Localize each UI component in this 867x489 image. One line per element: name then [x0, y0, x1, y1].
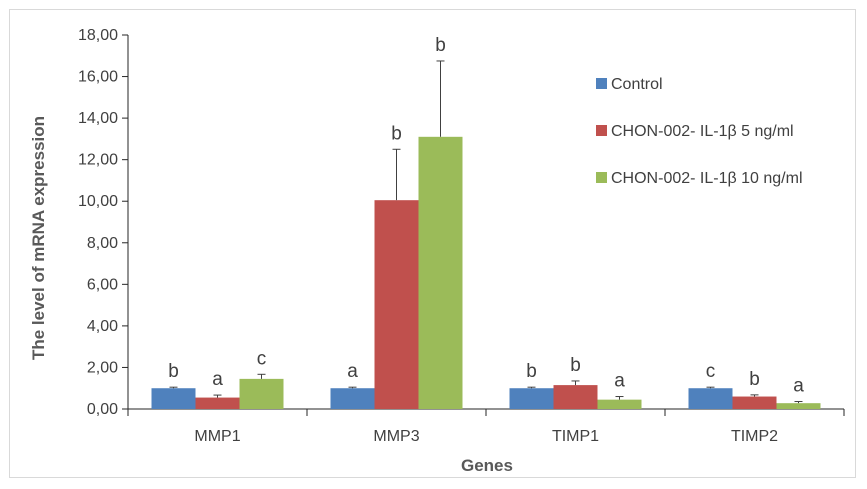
y-tick-label: 12,00	[78, 152, 118, 169]
bar	[240, 379, 284, 409]
legend-swatch	[596, 78, 607, 89]
bar	[689, 388, 733, 409]
significance-label: b	[168, 361, 179, 382]
x-tick-label: MMP3	[373, 428, 419, 445]
legend: Control CHON-002- IL-1β 5 ng/ml CHON-002- …	[596, 76, 803, 187]
significance-label: b	[749, 369, 760, 390]
y-tick-label: 6,00	[87, 276, 118, 293]
legend-swatch	[596, 172, 607, 183]
bar	[777, 403, 821, 409]
significance-label: a	[212, 369, 223, 390]
significance-labels: b a c a b b b b a c b a	[168, 35, 804, 397]
legend-swatch	[596, 125, 607, 136]
bar	[733, 397, 777, 409]
y-tick-label: 8,00	[87, 235, 118, 252]
x-tick-label: MMP1	[194, 428, 240, 445]
bar	[598, 400, 642, 409]
significance-label: c	[706, 361, 716, 382]
y-tick-label: 4,00	[87, 318, 118, 335]
legend-label: Control	[611, 76, 663, 93]
y-tick-label: 18,00	[78, 27, 118, 44]
y-tick-label: 0,00	[87, 401, 118, 418]
legend-label: CHON-002- IL-1β 10 ng/ml	[611, 170, 803, 187]
y-tick-label: 16,00	[78, 69, 118, 86]
y-tick-label: 14,00	[78, 110, 118, 127]
bar	[196, 398, 240, 409]
bar	[375, 200, 419, 409]
y-tick-label: 10,00	[78, 193, 118, 210]
significance-label: b	[391, 123, 402, 144]
x-axis-title: Genes	[461, 456, 513, 475]
significance-label: b	[526, 361, 537, 382]
significance-label: b	[435, 35, 446, 56]
x-tick-label: TIMP1	[552, 428, 599, 445]
bar	[419, 137, 463, 409]
significance-label: a	[614, 371, 625, 392]
significance-label: b	[570, 355, 581, 376]
bar	[510, 388, 554, 409]
bar	[554, 385, 598, 409]
significance-label: c	[257, 348, 267, 369]
y-tick-label: 2,00	[87, 359, 118, 376]
y-axis-title: The level of mRNA expression	[29, 116, 48, 360]
significance-label: a	[793, 376, 804, 397]
x-tick-label: TIMP2	[731, 428, 778, 445]
bar	[152, 388, 196, 409]
bars	[152, 61, 821, 409]
significance-label: a	[347, 361, 358, 382]
legend-label: CHON-002- IL-1β 5 ng/ml	[611, 123, 794, 140]
bar	[331, 388, 375, 409]
